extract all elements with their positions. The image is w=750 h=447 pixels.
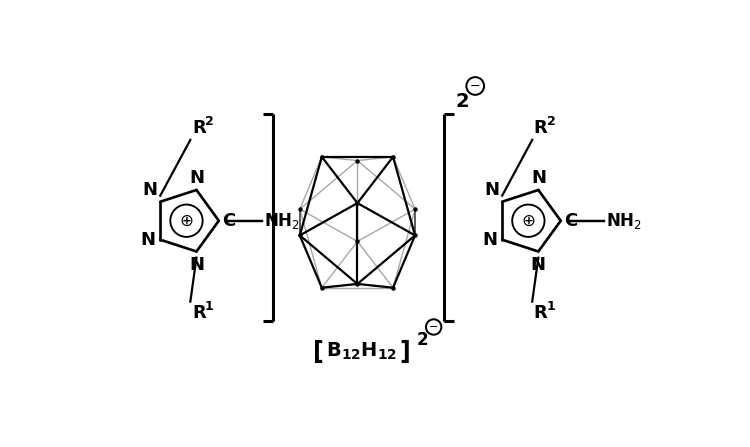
Text: R: R — [534, 304, 548, 322]
Text: 2: 2 — [205, 115, 214, 128]
Text: [: [ — [313, 340, 323, 363]
Text: R: R — [192, 304, 206, 322]
Text: $\mathbf{B_{12}H_{12}}$: $\mathbf{B_{12}H_{12}}$ — [326, 341, 397, 362]
Text: R: R — [534, 119, 548, 137]
Text: N: N — [531, 256, 546, 274]
Text: 1: 1 — [205, 300, 214, 313]
Text: 2: 2 — [456, 93, 470, 111]
Text: ⊕: ⊕ — [179, 212, 194, 230]
Text: N: N — [190, 169, 205, 187]
Text: N: N — [532, 169, 547, 187]
Text: ]: ] — [399, 340, 410, 363]
Text: NH$_2$: NH$_2$ — [264, 211, 300, 231]
Text: N: N — [142, 181, 158, 198]
Text: N: N — [484, 181, 499, 198]
Text: C: C — [564, 212, 577, 230]
Text: 1: 1 — [547, 300, 556, 313]
Text: NH$_2$: NH$_2$ — [606, 211, 642, 231]
Text: ⊕: ⊕ — [521, 212, 536, 230]
Text: −: − — [470, 80, 481, 93]
Text: 2: 2 — [547, 115, 556, 128]
Text: N: N — [141, 231, 156, 249]
Text: 2: 2 — [417, 330, 428, 349]
Text: −: − — [429, 322, 438, 332]
Text: N: N — [189, 256, 204, 274]
Text: C: C — [222, 212, 236, 230]
Text: N: N — [482, 231, 497, 249]
Text: R: R — [192, 119, 206, 137]
